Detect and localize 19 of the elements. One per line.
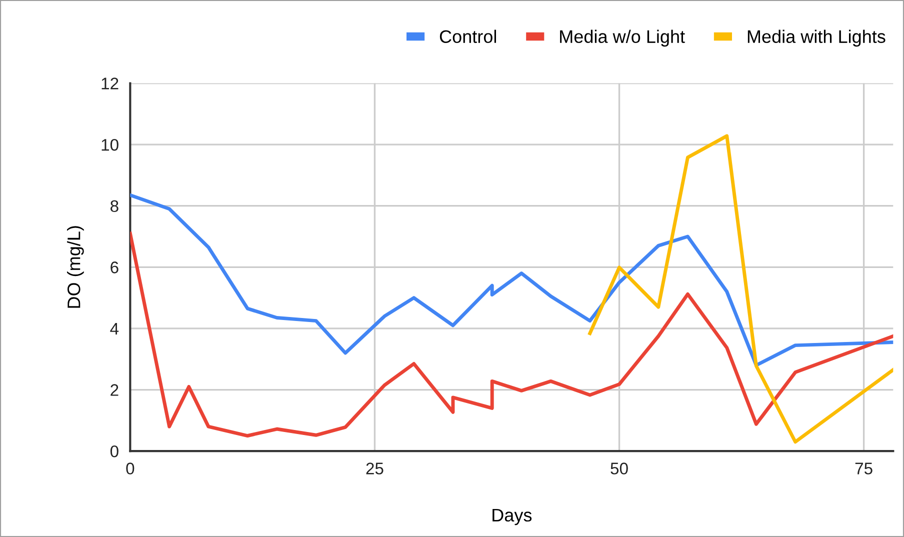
line-series	[588, 134, 894, 444]
x-tick-label: 0	[126, 462, 134, 474]
x-tick-label: 75	[855, 462, 872, 474]
x-axis-title: Days	[492, 508, 532, 526]
y-tick-label: 0	[110, 445, 118, 458]
legend-label: Media with Lights	[748, 30, 886, 47]
y-tick-label: 2	[110, 384, 118, 396]
y-tick-label: 12	[102, 78, 118, 90]
y-tick-label: 8	[110, 200, 118, 212]
legend-label: Control	[440, 30, 496, 44]
y-tick-label: 10	[102, 138, 118, 151]
y-axis-title: DO (mg/L)	[67, 226, 84, 308]
y-tick-label: 4	[110, 323, 119, 335]
x-tick-label: 25	[366, 462, 384, 474]
x-tick-label: 50	[610, 462, 628, 474]
legend-label: Media w/o Light	[560, 30, 685, 47]
y-tick-label: 6	[110, 262, 118, 274]
line-series	[130, 232, 894, 438]
line-series	[130, 193, 894, 367]
